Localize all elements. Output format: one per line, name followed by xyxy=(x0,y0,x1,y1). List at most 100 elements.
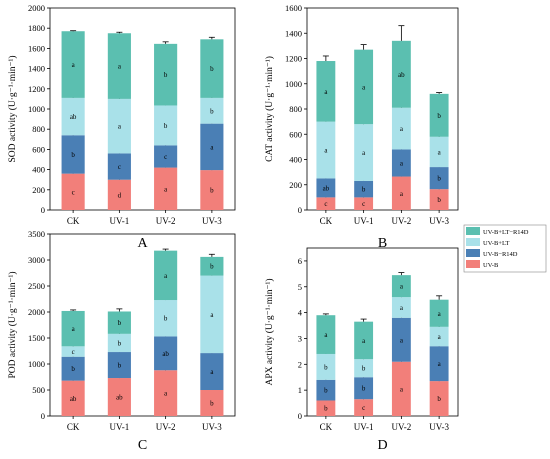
panel-c-xtick-label: UV-1 xyxy=(110,422,130,432)
panel-b-bar-uv-b-uv-1 xyxy=(354,197,374,210)
panel-d-bar-uv-b-r14d-uv-1 xyxy=(354,377,374,400)
panel-b-significance-label: a xyxy=(324,88,328,96)
panel-b-significance-label: a xyxy=(400,125,404,133)
panel-d-significance-label: b xyxy=(362,365,366,373)
panel-c-significance-label: a xyxy=(210,311,214,319)
panel-a-significance-label: b xyxy=(210,65,214,73)
panel-c-bar-uv-b-r14d-ck xyxy=(61,356,85,381)
panel-c-significance-label: a xyxy=(210,368,214,376)
panel-c-xtick-label: UV-2 xyxy=(156,422,176,432)
panel-c-bar-uv-b-ck xyxy=(61,380,85,416)
panel-b-xtick-label: CK xyxy=(320,216,333,226)
legend-label-uv-b-lt: UV-B+LT xyxy=(483,240,509,247)
panel-b-bar-uv-b-r14d-ck xyxy=(316,178,336,198)
panel-d-significance-label: b xyxy=(437,395,441,403)
panel-b-letter: B xyxy=(378,236,387,251)
panel-a-bar-uv-b-uv-1 xyxy=(107,179,131,210)
panel-c-ytick-label: 0 xyxy=(41,411,45,421)
panel-a-ytick-label: 2000 xyxy=(28,3,45,13)
panel-d-bar-uv-b-ck xyxy=(316,400,336,416)
panel-c-bar-uv-b-lt-uv-2 xyxy=(154,300,178,337)
panel-b-xtick-label: UV-3 xyxy=(429,216,449,226)
panel-d-bar-uv-b-r14d-ck xyxy=(316,379,336,401)
panel-c-bar-uv-b-r14d-uv-3 xyxy=(200,353,224,390)
panel-a-significance-label: a xyxy=(118,63,122,71)
panel-a-bar-uv-b-r14d-uv-3 xyxy=(200,123,224,171)
panel-c-significance-label: c xyxy=(72,348,75,356)
panel-a-significance-label: ab xyxy=(70,113,77,121)
panel-b-bar-uv-b-lt-r14d-uv-1 xyxy=(354,49,374,125)
panel-b-ytick-label: 0 xyxy=(298,205,302,215)
panel-d-significance-label: b xyxy=(324,363,328,371)
panel-c-bar-uv-b-lt-r14d-uv-1 xyxy=(107,311,131,334)
panel-b-ytick-label: 1600 xyxy=(285,3,302,13)
panel-a-significance-label: c xyxy=(118,163,121,171)
panel-d-bar-uv-b-lt-uv-3 xyxy=(429,326,449,347)
panel-a-significance-label: d xyxy=(118,191,122,199)
legend-swatch-uv-b-lt-r14d xyxy=(466,227,480,235)
panel-d-bar-uv-b-lt-r14d-uv-3 xyxy=(429,299,449,327)
panel-a-bar-uv-b-lt-uv-2 xyxy=(154,105,178,146)
panel-a-bar-uv-b-lt-ck xyxy=(61,97,85,136)
panel-a-significance-label: c xyxy=(72,188,75,196)
panel-a-ytick-label: 1200 xyxy=(28,84,45,94)
panel-d-ytick-label: 5 xyxy=(298,282,302,292)
panel-d-bar-uv-b-lt-r14d-ck xyxy=(316,315,336,354)
panel-c-bar-uv-b-r14d-uv-2 xyxy=(154,336,178,371)
panel-b-bar-uv-b-lt-uv-1 xyxy=(354,124,374,181)
panel-d-ytick-label: 1 xyxy=(298,385,302,395)
panel-a-bar-uv-b-r14d-ck xyxy=(61,135,85,174)
panel-b-ytick-label: 600 xyxy=(289,129,302,139)
panel-b-significance-label: a xyxy=(400,190,404,198)
panel-b-significance-label: a xyxy=(438,148,442,156)
panel-b-significance-label: b xyxy=(437,112,441,120)
panel-b-bar-uv-b-uv-3 xyxy=(429,189,449,210)
panel-a-ytick-label: 0 xyxy=(41,205,45,215)
panel-a-ytick-label: 1800 xyxy=(28,23,45,33)
panel-d-bar-uv-b-uv-2 xyxy=(391,361,411,416)
panel-b-significance-label: a xyxy=(362,149,366,157)
panel-a-significance-label: b xyxy=(210,107,214,115)
panel-c-ytick-label: 2000 xyxy=(28,307,45,317)
panel-a-letter: A xyxy=(137,236,148,251)
panel-a-ytick-label: 200 xyxy=(32,185,45,195)
panel-c-significance-label: a xyxy=(72,325,76,333)
panel-b-xtick-label: UV-1 xyxy=(354,216,374,226)
panel-d-bar-uv-b-uv-1 xyxy=(354,399,374,416)
panel-a-xtick-label: UV-1 xyxy=(110,216,130,226)
panel-d-ytick-label: 0 xyxy=(298,411,302,421)
panel-a-bar-uv-b-lt-r14d-ck xyxy=(61,31,85,98)
panel-c-ytick-label: 3000 xyxy=(28,255,45,265)
panel-b-bar-uv-b-uv-2 xyxy=(391,176,411,210)
panel-d-significance-label: a xyxy=(438,360,442,368)
panel-a-ytick-label: 1600 xyxy=(28,43,45,53)
panel-a-significance-label: a xyxy=(118,123,122,131)
panel-d-bar-uv-b-r14d-uv-3 xyxy=(429,346,449,382)
panel-c-significance-label: ab xyxy=(162,350,169,358)
panel-b-ytick-label: 400 xyxy=(289,155,302,165)
panel-c-significance-label: a xyxy=(164,390,168,398)
panel-c-significance-label: b xyxy=(118,362,122,370)
panel-a-bar-uv-b-lt-r14d-uv-3 xyxy=(200,39,224,98)
panel-c-bar-uv-b-lt-ck xyxy=(61,346,85,357)
panel-c-xtick-label: UV-3 xyxy=(202,422,222,432)
panel-a-ytick-label: 600 xyxy=(32,144,45,154)
panel-c-ytick-label: 1000 xyxy=(28,359,45,369)
panel-d-bar-uv-b-r14d-uv-2 xyxy=(391,317,411,362)
panel-b-significance-label: a xyxy=(362,83,366,91)
panel-c-letter: C xyxy=(138,438,147,453)
panel-c-significance-label: ab xyxy=(70,395,77,403)
panel-b-bar-uv-b-ck xyxy=(316,197,336,210)
panel-c-bar-uv-b-lt-uv-1 xyxy=(107,333,131,353)
panel-b-significance-label: a xyxy=(400,159,404,167)
panel-a-y-axis-title: SOD activity (U·g⁻¹·min⁻¹) xyxy=(7,55,18,162)
panel-a: 0 200 400 600 800 1000 1200 1400 1600 1800 2000 SOD… xyxy=(7,3,236,251)
panel-c-y-axis-title: POD activity (U·g⁻¹·min⁻¹) xyxy=(7,271,18,378)
panel-c: 0 500 1000 1500 2000 2500 3000 3500 POD activity… xyxy=(7,229,236,453)
legend: UV-B+LT−R14D UV-B+LT UV-B−R14D UV-B xyxy=(463,224,547,273)
panel-c-significance-label: b xyxy=(118,319,122,327)
panel-c-ytick-label: 1500 xyxy=(28,333,45,343)
panel-d-bar-uv-b-lt-uv-2 xyxy=(391,297,411,318)
panel-b-ytick-label: 1000 xyxy=(285,79,302,89)
panel-c-significance-label: ab xyxy=(116,394,123,402)
